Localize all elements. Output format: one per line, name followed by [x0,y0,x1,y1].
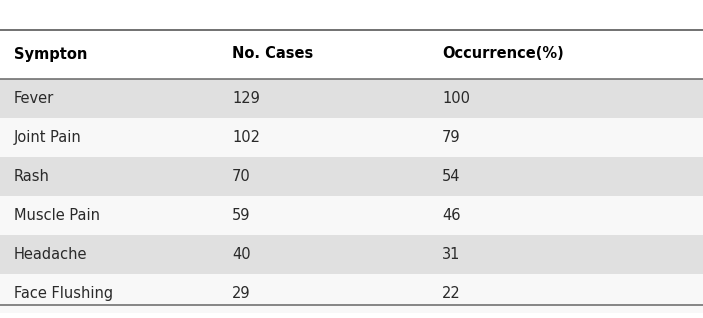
Text: 54: 54 [442,169,460,184]
Text: 31: 31 [442,247,460,262]
Text: 22: 22 [442,286,460,301]
Text: Rash: Rash [14,169,50,184]
Text: Joint Pain: Joint Pain [14,130,82,145]
Text: 100: 100 [442,91,470,106]
Text: Occurrence(%): Occurrence(%) [442,46,564,61]
Bar [0,33,703,75]
Text: 79: 79 [442,130,460,145]
Text: Face Flushing: Face Flushing [14,286,113,301]
Text: 59: 59 [232,208,250,223]
Text: 46: 46 [442,208,460,223]
Bar [0,157,703,196]
Text: Muscle Pain: Muscle Pain [14,208,100,223]
Bar [0,274,703,313]
Bar [0,196,703,235]
Text: 29: 29 [232,286,251,301]
Text: Sympton: Sympton [14,46,87,61]
Text: Headache: Headache [14,247,87,262]
Text: 70: 70 [232,169,251,184]
Text: Fever: Fever [14,91,54,106]
Text: 40: 40 [232,247,251,262]
Text: 102: 102 [232,130,260,145]
Bar [0,79,703,118]
Text: 129: 129 [232,91,260,106]
Text: No. Cases: No. Cases [232,46,314,61]
Bar [0,235,703,274]
Bar [0,118,703,157]
